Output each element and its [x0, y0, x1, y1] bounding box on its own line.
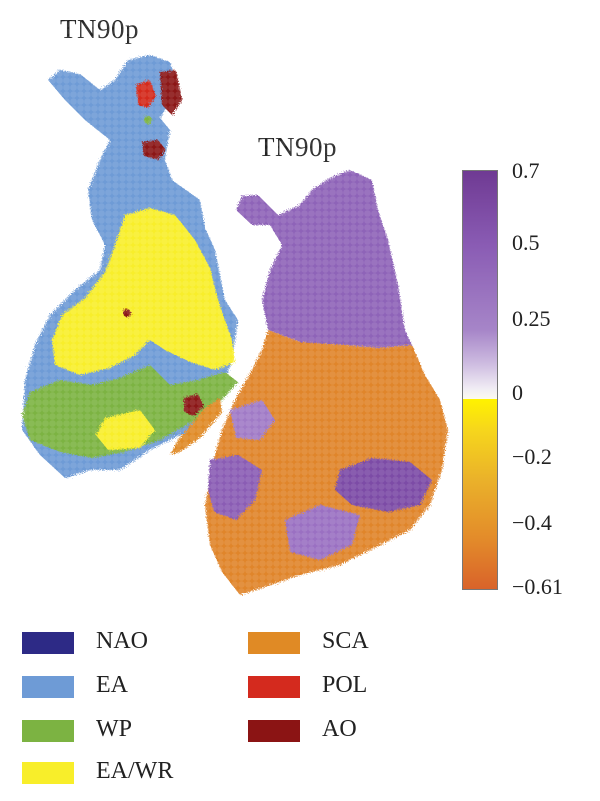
- colorbar-tick: −0.61: [512, 574, 563, 599]
- legend-swatch: [22, 632, 74, 654]
- right-map-finland: [205, 170, 448, 595]
- legend-swatch: [22, 676, 74, 698]
- legend-label: NAO: [96, 628, 148, 654]
- legend-label: EA/WR: [96, 758, 174, 784]
- legend-swatch: [22, 720, 74, 742]
- legend-label: WP: [96, 716, 132, 742]
- colorbar-tick: 0.5: [512, 230, 540, 255]
- right-map-positive-area: [236, 170, 412, 348]
- legend-label: EA: [96, 672, 128, 698]
- legend-swatch: [22, 762, 74, 784]
- legend-swatch: [248, 720, 300, 742]
- colorbar-tick: −0.2: [512, 444, 552, 469]
- colorbar-tick: 0.7: [512, 158, 540, 183]
- colorbar-tick: 0: [512, 380, 523, 405]
- left-map-finland: [22, 55, 238, 478]
- legend-label: POL: [322, 672, 368, 698]
- colorbar-tick: 0.25: [512, 306, 551, 331]
- legend-label: SCA: [322, 628, 369, 654]
- legend-swatch: [248, 632, 300, 654]
- legend-swatch: [248, 676, 300, 698]
- colorbar: [462, 170, 498, 590]
- colorbar-tick: −0.4: [512, 510, 552, 535]
- legend-label: AO: [322, 716, 357, 742]
